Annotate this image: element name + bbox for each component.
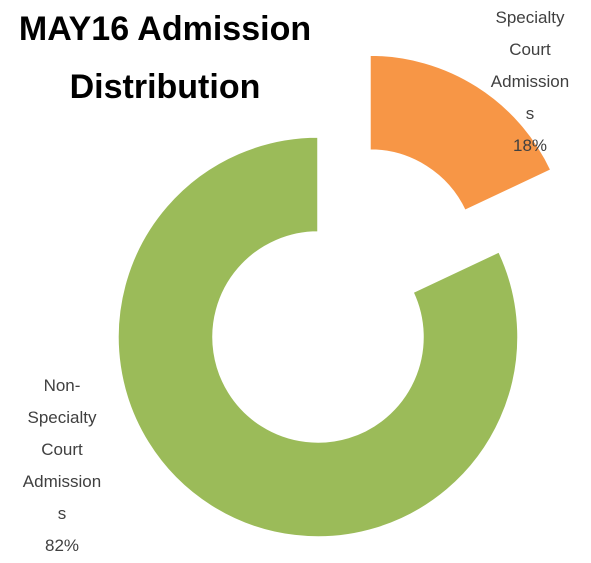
value-label: 82% bbox=[44, 536, 80, 555]
donut-slice bbox=[117, 136, 519, 538]
donut-slice bbox=[369, 54, 552, 212]
chart-title: MAY16 Admission Distribution bbox=[19, 10, 311, 106]
slices bbox=[117, 54, 552, 538]
slice-label: Non-Specialty Court Admissions 82% bbox=[20, 370, 104, 562]
category-label: Non-Specialty Court Admissions bbox=[22, 376, 102, 523]
category-label: Specialty Court Admissions bbox=[490, 8, 570, 123]
slice-label: Specialty Court Admissions 18% bbox=[488, 2, 572, 162]
value-label: 18% bbox=[512, 136, 548, 155]
